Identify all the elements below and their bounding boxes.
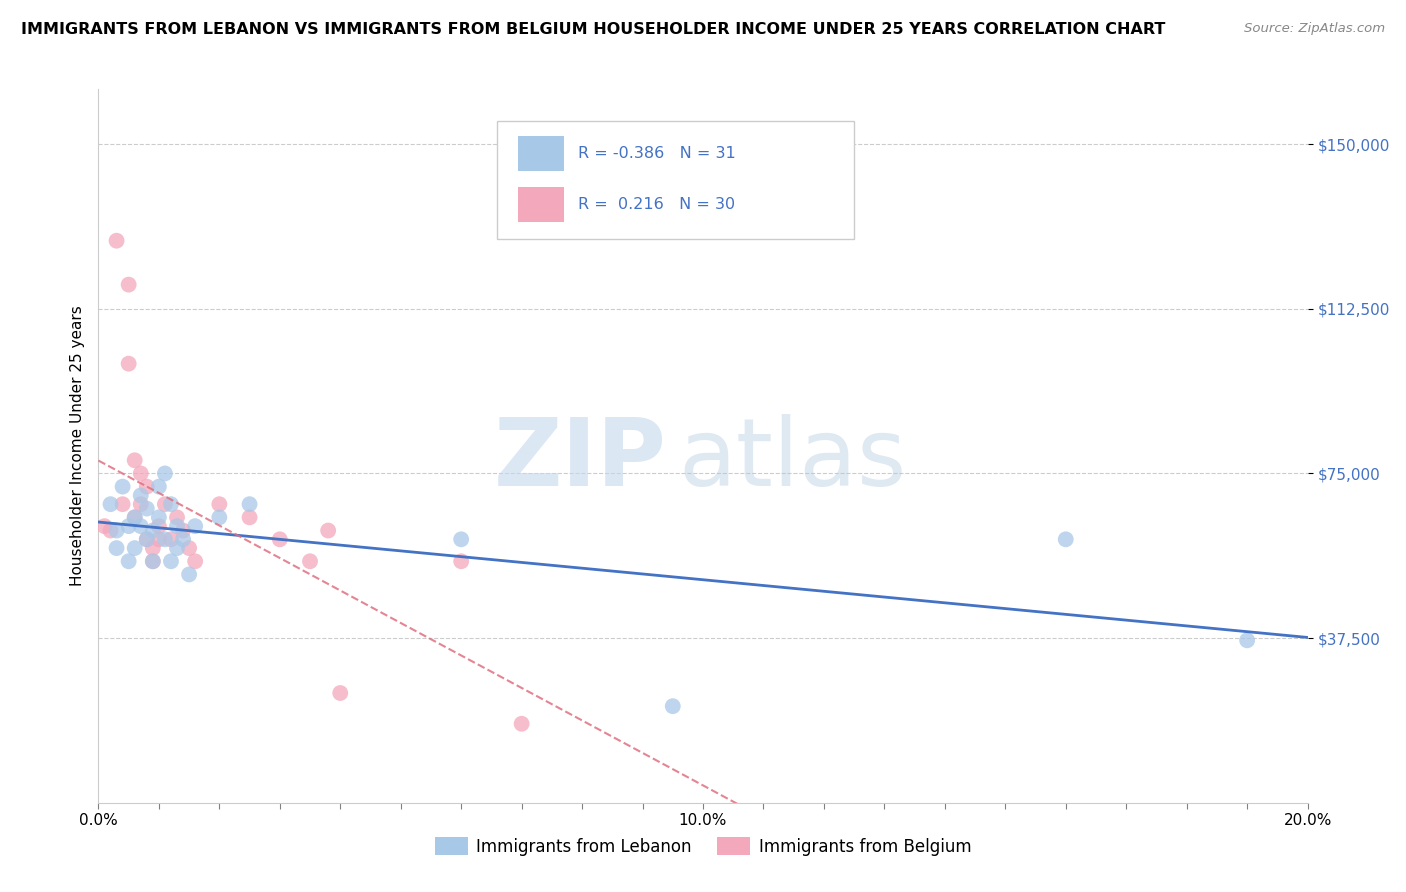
Point	[129, 467, 152, 481]
Point	[129, 497, 152, 511]
Point	[239, 497, 262, 511]
Point	[450, 533, 472, 547]
Point	[118, 277, 141, 292]
Point	[316, 524, 339, 538]
Point	[100, 497, 122, 511]
Point	[510, 716, 533, 731]
Point	[153, 497, 176, 511]
Point	[299, 554, 322, 568]
Point	[135, 533, 157, 547]
Point	[661, 699, 683, 714]
Point	[93, 519, 115, 533]
Point	[129, 519, 152, 533]
Text: R = -0.386   N = 31: R = -0.386 N = 31	[578, 146, 737, 161]
Point	[166, 541, 188, 555]
Point	[100, 524, 122, 538]
Point	[239, 510, 262, 524]
Point	[269, 533, 291, 547]
Point	[166, 519, 188, 533]
Text: IMMIGRANTS FROM LEBANON VS IMMIGRANTS FROM BELGIUM HOUSEHOLDER INCOME UNDER 25 Y: IMMIGRANTS FROM LEBANON VS IMMIGRANTS FR…	[21, 22, 1166, 37]
Point	[179, 567, 201, 582]
Point	[142, 554, 165, 568]
Point	[148, 480, 170, 494]
Point	[160, 554, 183, 568]
FancyBboxPatch shape	[498, 121, 855, 239]
Legend: Immigrants from Lebanon, Immigrants from Belgium: Immigrants from Lebanon, Immigrants from…	[427, 830, 979, 863]
Point	[208, 497, 231, 511]
FancyBboxPatch shape	[517, 186, 564, 222]
Point	[129, 488, 152, 502]
Text: R =  0.216   N = 30: R = 0.216 N = 30	[578, 197, 735, 212]
Point	[153, 467, 176, 481]
Point	[124, 510, 146, 524]
Point	[329, 686, 352, 700]
Point	[124, 541, 146, 555]
Point	[124, 453, 146, 467]
Point	[135, 501, 157, 516]
Point	[124, 510, 146, 524]
Text: ZIP: ZIP	[494, 414, 666, 507]
Point	[1236, 633, 1258, 648]
Point	[118, 554, 141, 568]
Point	[160, 533, 183, 547]
Point	[142, 541, 165, 555]
FancyBboxPatch shape	[517, 136, 564, 171]
Point	[208, 510, 231, 524]
Point	[148, 510, 170, 524]
Point	[184, 519, 207, 533]
Point	[118, 357, 141, 371]
Point	[111, 480, 134, 494]
Y-axis label: Householder Income Under 25 years: Householder Income Under 25 years	[69, 306, 84, 586]
Text: atlas: atlas	[679, 414, 907, 507]
Point	[172, 524, 194, 538]
Point	[172, 533, 194, 547]
Point	[118, 519, 141, 533]
Point	[135, 533, 157, 547]
Point	[1054, 533, 1077, 547]
Point	[148, 533, 170, 547]
Point	[148, 519, 170, 533]
Point	[179, 541, 201, 555]
Text: Source: ZipAtlas.com: Source: ZipAtlas.com	[1244, 22, 1385, 36]
Point	[166, 510, 188, 524]
Point	[105, 541, 128, 555]
Point	[111, 497, 134, 511]
Point	[105, 234, 128, 248]
Point	[142, 554, 165, 568]
Point	[142, 524, 165, 538]
Point	[153, 533, 176, 547]
Point	[184, 554, 207, 568]
Point	[105, 524, 128, 538]
Point	[135, 480, 157, 494]
Point	[450, 554, 472, 568]
Point	[160, 497, 183, 511]
